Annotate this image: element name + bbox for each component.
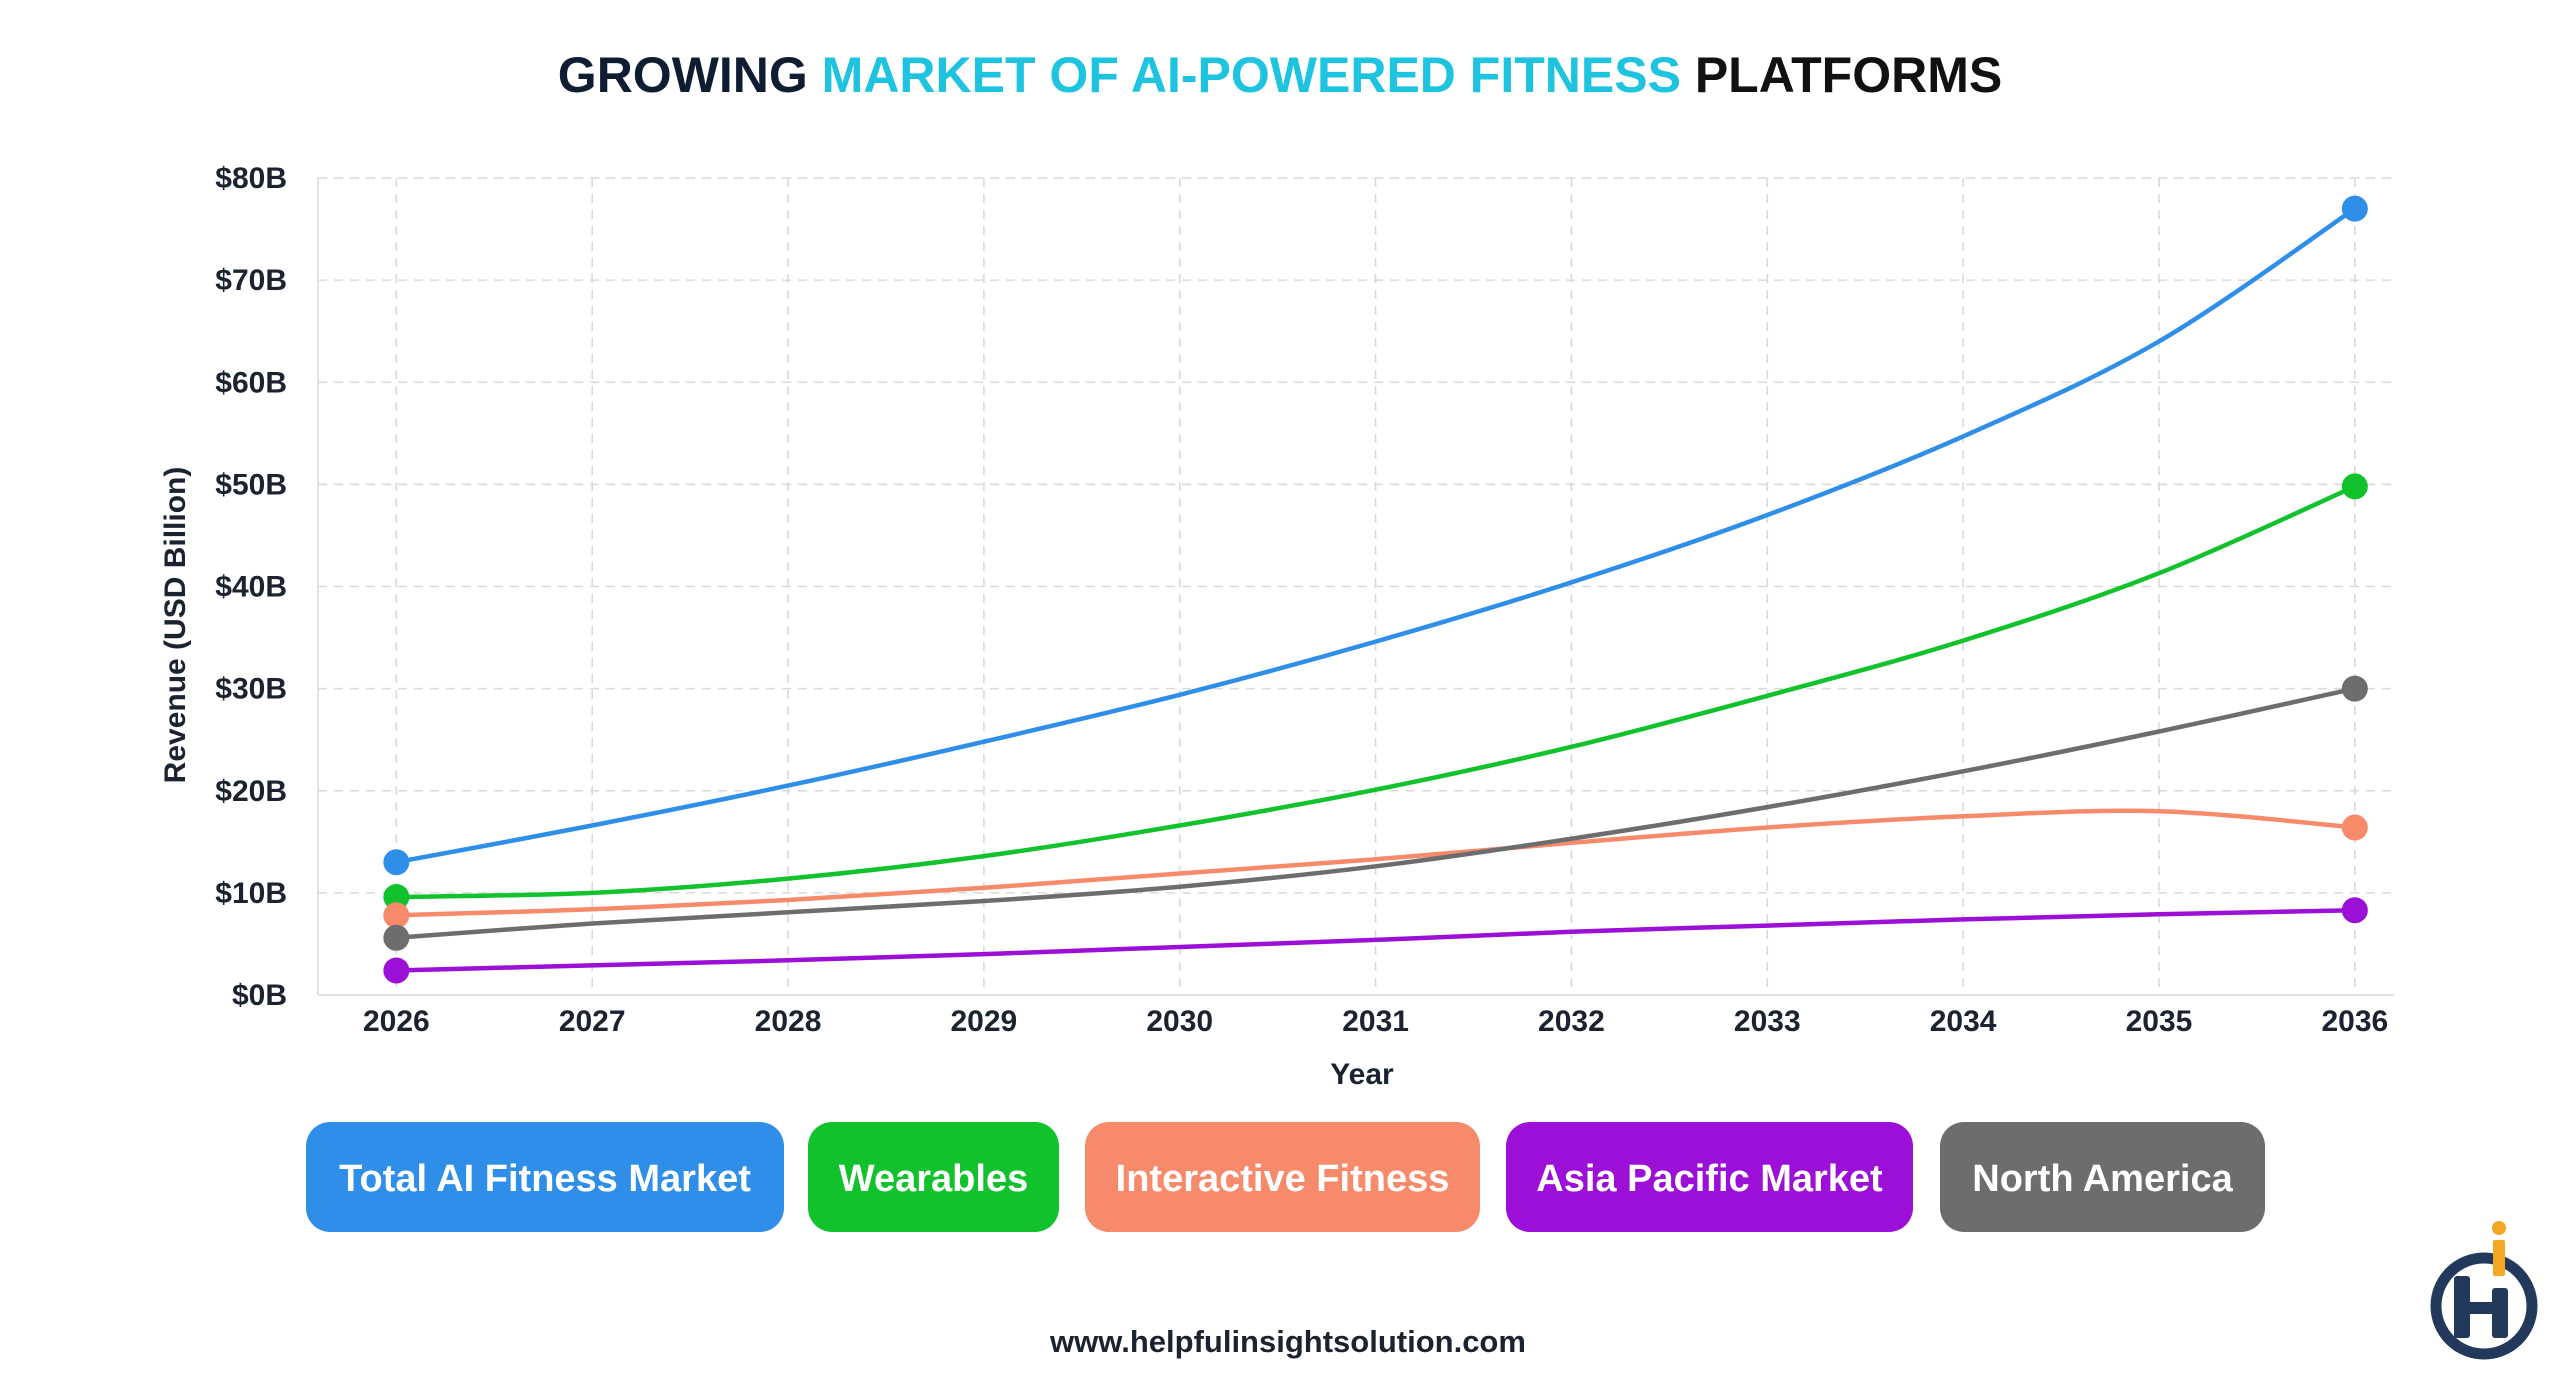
x-tick-label: 2030 [1146, 1005, 1213, 1038]
series-point-total-ai-fitness-market [383, 849, 410, 876]
tick-labels: $0B $10B $20B $30B $40B $50B $60B $70B $80B 2026 2… [215, 162, 2388, 1038]
legend-swatch [1506, 1122, 1913, 1232]
legend-swatch [808, 1122, 1059, 1232]
series-point-total-ai-fitness-market [2341, 195, 2368, 222]
legend-swatch [1085, 1122, 1480, 1232]
legend-swatch [306, 1122, 784, 1232]
legend: Total AI Fitness Market Wearables Interact… [306, 1122, 2265, 1232]
chart-title: GROWING MARKET OF AI-POWERED FITNESS PLA… [558, 47, 2002, 103]
x-tick-label: 2035 [2126, 1005, 2193, 1038]
title-part-accent: MARKET OF AI-POWERED FITNESS [822, 47, 1681, 103]
y-tick-label: $40B [215, 571, 287, 604]
series-point-north-america [383, 924, 410, 951]
legend-item-north-america[interactable]: North America [1940, 1122, 2265, 1232]
series-point-interactive-fitness [2341, 814, 2368, 841]
logo-i-stem [2493, 1240, 2505, 1276]
series-markers [383, 195, 2368, 984]
logo-i-dot [2492, 1221, 2506, 1235]
series-point-wearables [2341, 473, 2368, 500]
legend-label: Total AI Fitness Market [339, 1158, 751, 1200]
x-tick-label: 2031 [1342, 1005, 1409, 1038]
x-tick-label: 2028 [755, 1005, 822, 1038]
series-line-interactive-fitness [394, 808, 2358, 918]
series-lines [394, 206, 2358, 973]
y-tick-label: $30B [215, 673, 287, 706]
grid [318, 177, 2394, 995]
series-line-total-ai-fitness-market [394, 206, 2358, 865]
legend-label: Asia Pacific Market [1536, 1158, 1883, 1200]
legend-item-interactive-fitness[interactable]: Interactive Fitness [1085, 1122, 1480, 1232]
legend-label: North America [1972, 1158, 2233, 1200]
y-axis-title: Revenue (USD Billion) [159, 467, 192, 784]
logo-h-bar [2454, 1302, 2508, 1314]
legend-item-total-ai-fitness-market[interactable]: Total AI Fitness Market [306, 1122, 784, 1232]
y-tick-label: $70B [215, 264, 287, 297]
title-part-dark: GROWING [558, 47, 822, 103]
series-point-asia-pacific-market [2341, 897, 2368, 924]
x-tick-label: 2026 [363, 1005, 430, 1038]
x-tick-label: 2029 [951, 1005, 1018, 1038]
y-tick-label: $0B [232, 979, 287, 1012]
y-tick-label: $10B [215, 877, 287, 910]
helpful-insight-logo-icon [2430, 1221, 2538, 1360]
axes [317, 178, 2394, 996]
series-point-north-america [2341, 675, 2368, 702]
y-tick-label: $20B [215, 775, 287, 808]
legend-item-asia-pacific-market[interactable]: Asia Pacific Market [1506, 1122, 1913, 1232]
x-tick-label: 2036 [2321, 1005, 2388, 1038]
series-point-asia-pacific-market [383, 957, 410, 984]
legend-item-wearables[interactable]: Wearables [808, 1122, 1059, 1232]
x-tick-label: 2027 [559, 1005, 626, 1038]
series-point-interactive-fitness [383, 902, 410, 929]
series-line-wearables [394, 484, 2358, 900]
x-tick-label: 2033 [1734, 1005, 1801, 1038]
series-line-north-america [394, 686, 2358, 941]
series-point-wearables [383, 883, 410, 910]
logo-ring [2430, 1252, 2538, 1360]
title-part-black: PLATFORMS [1681, 47, 2002, 103]
series-line-asia-pacific-market [394, 907, 2358, 973]
footer-url[interactable]: www.helpfulinsightsolution.com [1049, 1324, 1526, 1359]
legend-swatch [1940, 1122, 2265, 1232]
legend-label: Wearables [839, 1158, 1028, 1200]
y-tick-label: $60B [215, 366, 287, 399]
x-tick-label: 2032 [1538, 1005, 1605, 1038]
y-tick-label: $50B [215, 468, 287, 501]
y-tick-label: $80B [215, 162, 287, 195]
x-tick-label: 2034 [1930, 1005, 1997, 1038]
legend-label: Interactive Fitness [1116, 1158, 1450, 1200]
x-axis-title: Year [1330, 1058, 1394, 1091]
